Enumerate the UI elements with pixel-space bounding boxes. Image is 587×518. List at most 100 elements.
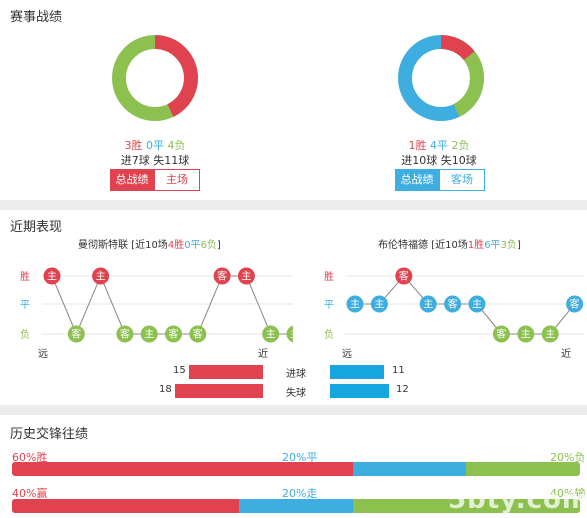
history-row2-right: 40%输: [550, 487, 586, 500]
history-row2-loss-seg: [352, 499, 580, 513]
home-axis-near: 近: [258, 349, 268, 360]
home-match-dot: [165, 325, 182, 343]
away-match-dot: [346, 295, 364, 313]
history-row1-mid: 20%平: [282, 451, 318, 464]
away-match-venue: 主: [545, 329, 555, 341]
away-match-venue: 客: [496, 328, 506, 341]
home-goals-scored-value: 15: [173, 365, 186, 376]
away-match-dot: [492, 325, 510, 343]
home-goals-for: 进7球: [120, 154, 150, 167]
home-match-venue: 主: [290, 329, 293, 341]
away-donut-win: [398, 35, 484, 121]
away-match-marker: 主: [346, 295, 364, 313]
history-row1-right: 20%负: [550, 451, 586, 464]
home-goals-scored-bar: [189, 365, 263, 379]
home-match-dot: [237, 267, 255, 285]
away-match-dot: [370, 295, 388, 313]
away-match-marker: 客: [444, 295, 462, 313]
away-axis-far: 远: [342, 349, 352, 360]
away-draws: 4平: [430, 139, 448, 152]
away-goals-against: 失10球: [440, 154, 477, 167]
history-row1-draw-seg: [352, 462, 467, 476]
away-goals-scored-bar: [330, 365, 384, 379]
goals-scored-label: 进球: [286, 369, 306, 380]
home-match-dot: [67, 325, 85, 343]
summary-section: 赛事战绩 3胜 0平 4负 进7球 失11球 总战绩 主场 1胜 4平 2负 进…: [0, 0, 587, 200]
away-match-dot: [566, 295, 584, 313]
away-goals-conceded-value: 12: [396, 384, 409, 395]
history-row2-left: 40%赢: [12, 487, 48, 500]
away-goals-scored-value: 11: [392, 365, 405, 376]
home-match-marker: 主: [140, 325, 158, 343]
away-venue-tab[interactable]: 客场: [439, 169, 485, 191]
away-losses: 2负: [451, 139, 470, 152]
home-match-marker: 客: [67, 325, 85, 343]
home-match-marker: 主: [92, 267, 110, 285]
home-match-dot: [213, 267, 231, 285]
home-match-dot: [262, 325, 280, 343]
away-match-venue: 主: [423, 299, 433, 311]
away-match-marker: 客: [566, 295, 584, 313]
home-match-marker: 主: [262, 325, 280, 343]
home-total-tab[interactable]: 总战绩: [110, 169, 154, 191]
home-goals-conceded-value: 18: [159, 384, 172, 395]
away-recent-header: 布伦特福德 [近10场1胜6平3负]: [378, 240, 521, 251]
history-row2-mid: 20%走: [282, 487, 318, 500]
away-match-venue: 主: [374, 299, 384, 311]
away-axis-win: 胜: [324, 272, 334, 283]
home-axis-win: 胜: [20, 272, 30, 283]
away-trend-line: [355, 275, 575, 335]
away-match-dot: [444, 295, 462, 313]
home-recent-header: 曼彻斯特联 [近10场4胜0平6负]: [78, 240, 221, 251]
home-match-dot: [286, 325, 293, 343]
home-match-marker: 客: [165, 325, 182, 343]
away-axis-draw: 平: [324, 300, 334, 311]
away-total-tab[interactable]: 总战绩: [395, 169, 439, 191]
home-draws: 0平: [146, 139, 164, 152]
home-losses: 4负: [167, 139, 186, 152]
home-match-venue: 主: [144, 329, 154, 341]
away-match-venue: 主: [350, 299, 360, 311]
away-match-dot: [419, 295, 437, 313]
away-match-marker: 主: [468, 295, 486, 313]
home-match-marker: 主: [43, 267, 61, 285]
history-title: 历史交锋往绩: [10, 427, 89, 442]
away-axis-near: 近: [561, 349, 571, 360]
away-record: 1胜 4平 2负: [384, 137, 494, 153]
home-match-venue: 主: [266, 329, 276, 341]
watermark-logo: 5bty.com: [448, 485, 587, 515]
home-match-venue: 主: [47, 271, 57, 283]
home-match-marker: 主: [286, 325, 293, 343]
away-match-marker: 客: [492, 325, 510, 343]
recent-title: 近期表现: [10, 220, 63, 235]
home-match-dot: [92, 267, 110, 285]
home-axis-far: 远: [38, 349, 48, 360]
away-match-dot: [517, 325, 535, 343]
away-match-marker: 主: [517, 325, 535, 343]
home-goals-against: 失11球: [153, 154, 190, 167]
home-goals-conceded-bar: [175, 384, 263, 398]
history-row2-win-seg: [12, 499, 240, 513]
home-match-marker: 客: [189, 325, 207, 343]
home-match-dot: [189, 325, 207, 343]
away-match-marker: 客: [395, 267, 413, 285]
away-wins: 1胜: [408, 139, 427, 152]
home-venue-tab[interactable]: 主场: [154, 169, 200, 191]
home-match-dot: [43, 267, 61, 285]
history-row1-bar: [12, 462, 580, 476]
home-match-dot: [140, 325, 158, 343]
home-trend-line: [51, 274, 293, 336]
away-match-dot: [395, 267, 413, 285]
history-row2-bar: [12, 499, 580, 513]
recent-section: 近期表现 曼彻斯特联 [近10场4胜0平6负] 布伦特福德 [近10场1胜6平3…: [0, 210, 587, 405]
goals-conceded-label: 失球: [286, 388, 306, 399]
history-row1-left: 60%胜: [12, 451, 48, 464]
summary-title: 赛事战绩: [10, 10, 63, 25]
history-row1-loss-seg: [466, 462, 580, 476]
home-donut-win: [112, 35, 198, 121]
away-match-marker: 主: [541, 325, 559, 343]
home-axis-loss: 负: [20, 330, 30, 341]
away-team-name: 布伦特福德: [378, 240, 428, 251]
away-match-venue: 主: [521, 329, 531, 341]
